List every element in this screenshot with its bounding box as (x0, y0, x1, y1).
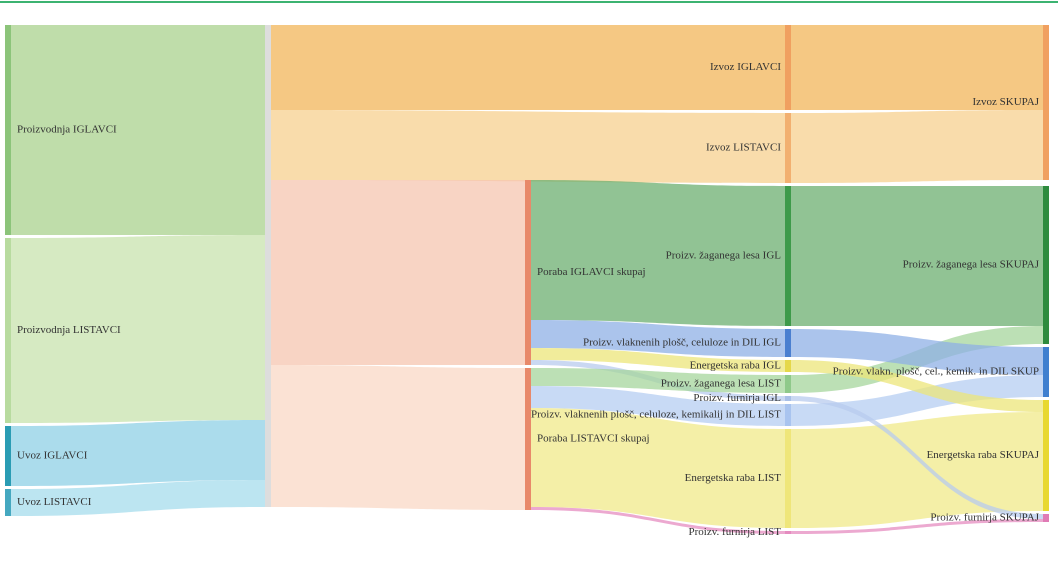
link (531, 386, 785, 426)
node-label: Uvoz LISTAVCI (17, 496, 92, 508)
node (785, 396, 791, 401)
node (785, 25, 791, 110)
labels: Proizvodnja IGLAVCI Proizvodnja LISTAVCI U… (17, 61, 1040, 538)
node-label: Proizv. žaganega lesa LIST (661, 378, 782, 390)
link (11, 235, 265, 423)
node-label: Poraba IGLAVCI skupaj (537, 266, 646, 278)
node (5, 426, 11, 486)
node (785, 360, 791, 372)
node-label: Izvoz IGLAVCI (710, 61, 781, 73)
node (5, 25, 11, 235)
node-label: Proizvodnja LISTAVCI (17, 324, 121, 336)
node (785, 113, 791, 183)
node-label: Izvoz LISTAVCI (706, 142, 781, 154)
node (5, 238, 11, 423)
node-label: Proizv. vlakn. plošč, cel., kemik. in DI… (833, 366, 1039, 378)
node-label: Proizv. žaganega lesa IGL (666, 250, 782, 262)
node (1043, 25, 1049, 180)
node-label: Proizv. furnirja IGL (693, 392, 781, 404)
link (791, 519, 1043, 534)
link (531, 348, 785, 372)
link (531, 408, 785, 528)
link (271, 365, 525, 510)
node (785, 429, 791, 528)
node (785, 531, 791, 534)
link (11, 25, 265, 235)
link (271, 110, 785, 183)
link (531, 507, 785, 534)
node-label: Proizv. žaganega lesa SKUPAJ (903, 259, 1040, 271)
node (525, 180, 531, 365)
link (531, 320, 785, 357)
node-label: Uvoz IGLAVCI (17, 450, 88, 462)
node (5, 489, 11, 516)
node-label: Proizv. vlaknenih plošč, celuloze in DIL… (583, 337, 781, 349)
link (791, 396, 1043, 519)
link (531, 180, 785, 326)
node (1043, 514, 1049, 522)
node-label: Izvoz SKUPAJ (972, 96, 1039, 108)
link (11, 480, 265, 516)
node-label: Proizv. vlaknenih plošč, celuloze, kemik… (531, 409, 781, 421)
node-label: Proizv. furnirja LIST (689, 526, 782, 538)
node-label: Proizvodnja IGLAVCI (17, 124, 117, 136)
node-label: Energetska raba SKUPAJ (927, 449, 1040, 461)
node (1043, 186, 1049, 344)
node-label: Proizv. furnirja SKUPAJ (930, 512, 1039, 524)
node (785, 375, 791, 393)
links (11, 25, 1043, 534)
link (271, 25, 785, 110)
node-label: Energetska raba IGL (690, 360, 782, 372)
link (791, 110, 1043, 183)
node (785, 186, 791, 326)
nodes (5, 25, 1049, 534)
link (11, 420, 265, 486)
node-label: Energetska raba LIST (685, 472, 782, 484)
node (525, 368, 531, 510)
link (791, 329, 1043, 375)
link (791, 412, 1043, 528)
node (1043, 400, 1049, 511)
node (1043, 347, 1049, 397)
link (271, 180, 525, 365)
link (791, 360, 1043, 412)
node (265, 25, 271, 507)
link (531, 368, 785, 393)
link (791, 186, 1043, 326)
node-label: Poraba LISTAVCI skupaj (537, 433, 650, 445)
link (791, 25, 1043, 110)
node (785, 329, 791, 357)
node (785, 404, 791, 426)
